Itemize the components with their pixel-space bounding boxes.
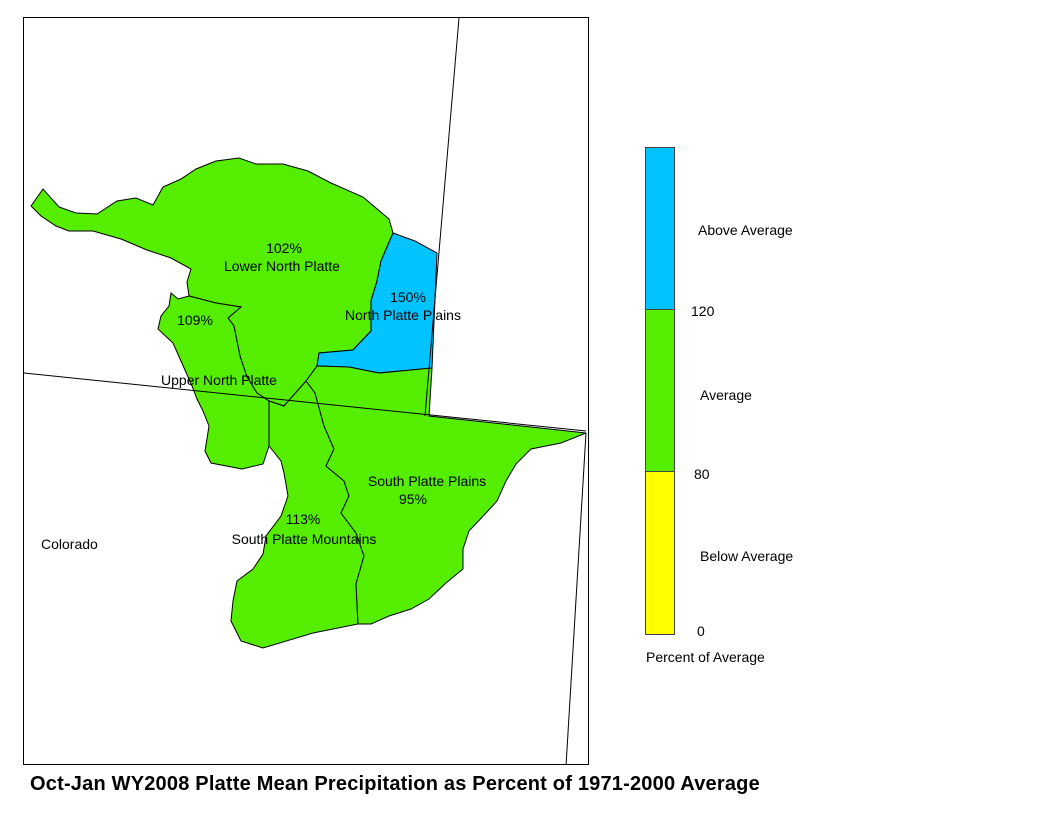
basin-name-label: Lower North Platte bbox=[224, 258, 340, 274]
legend-tick-label: 80 bbox=[694, 466, 710, 482]
state-label: Colorado bbox=[41, 536, 98, 552]
basin-map bbox=[24, 18, 587, 764]
basin-percent-label: 113% bbox=[285, 511, 321, 527]
legend-title: Percent of Average bbox=[646, 649, 765, 665]
legend-category-label: Average bbox=[700, 387, 752, 403]
basin-north-platte-plains[interactable] bbox=[316, 232, 438, 374]
legend-tick-label: 120 bbox=[691, 303, 715, 319]
legend-swatch-above bbox=[645, 147, 675, 311]
legend-category-label: Above Average bbox=[698, 222, 793, 238]
basin-name-label: South Platte Mountains bbox=[231, 531, 377, 547]
basin-name-label: North Platte Plains bbox=[345, 307, 461, 323]
legend-tick-label: 0 bbox=[697, 623, 705, 639]
basin-percent-label: 95% bbox=[398, 491, 428, 507]
basin-upper-north-platte[interactable] bbox=[157, 292, 270, 470]
basin-percent-label: 102% bbox=[266, 240, 302, 256]
state-boundary-line bbox=[424, 18, 460, 417]
basin-south-platte-plains[interactable] bbox=[305, 365, 587, 625]
map-title: Oct-Jan WY2008 Platte Mean Precipitation… bbox=[30, 773, 760, 795]
basin-name-label: South Platte Plains bbox=[367, 473, 487, 489]
legend-swatch-below bbox=[645, 471, 675, 635]
basin-name-label: Upper North Platte bbox=[161, 372, 277, 388]
state-boundary-line bbox=[565, 432, 587, 764]
basin-percent-label: 150% bbox=[390, 289, 426, 305]
map-frame bbox=[23, 17, 589, 765]
state-boundary-line bbox=[24, 372, 587, 432]
legend-swatch-average bbox=[645, 309, 675, 473]
legend-category-label: Below Average bbox=[700, 548, 794, 564]
basin-percent-label: 109% bbox=[177, 312, 213, 328]
legend-color-bar bbox=[645, 147, 675, 635]
